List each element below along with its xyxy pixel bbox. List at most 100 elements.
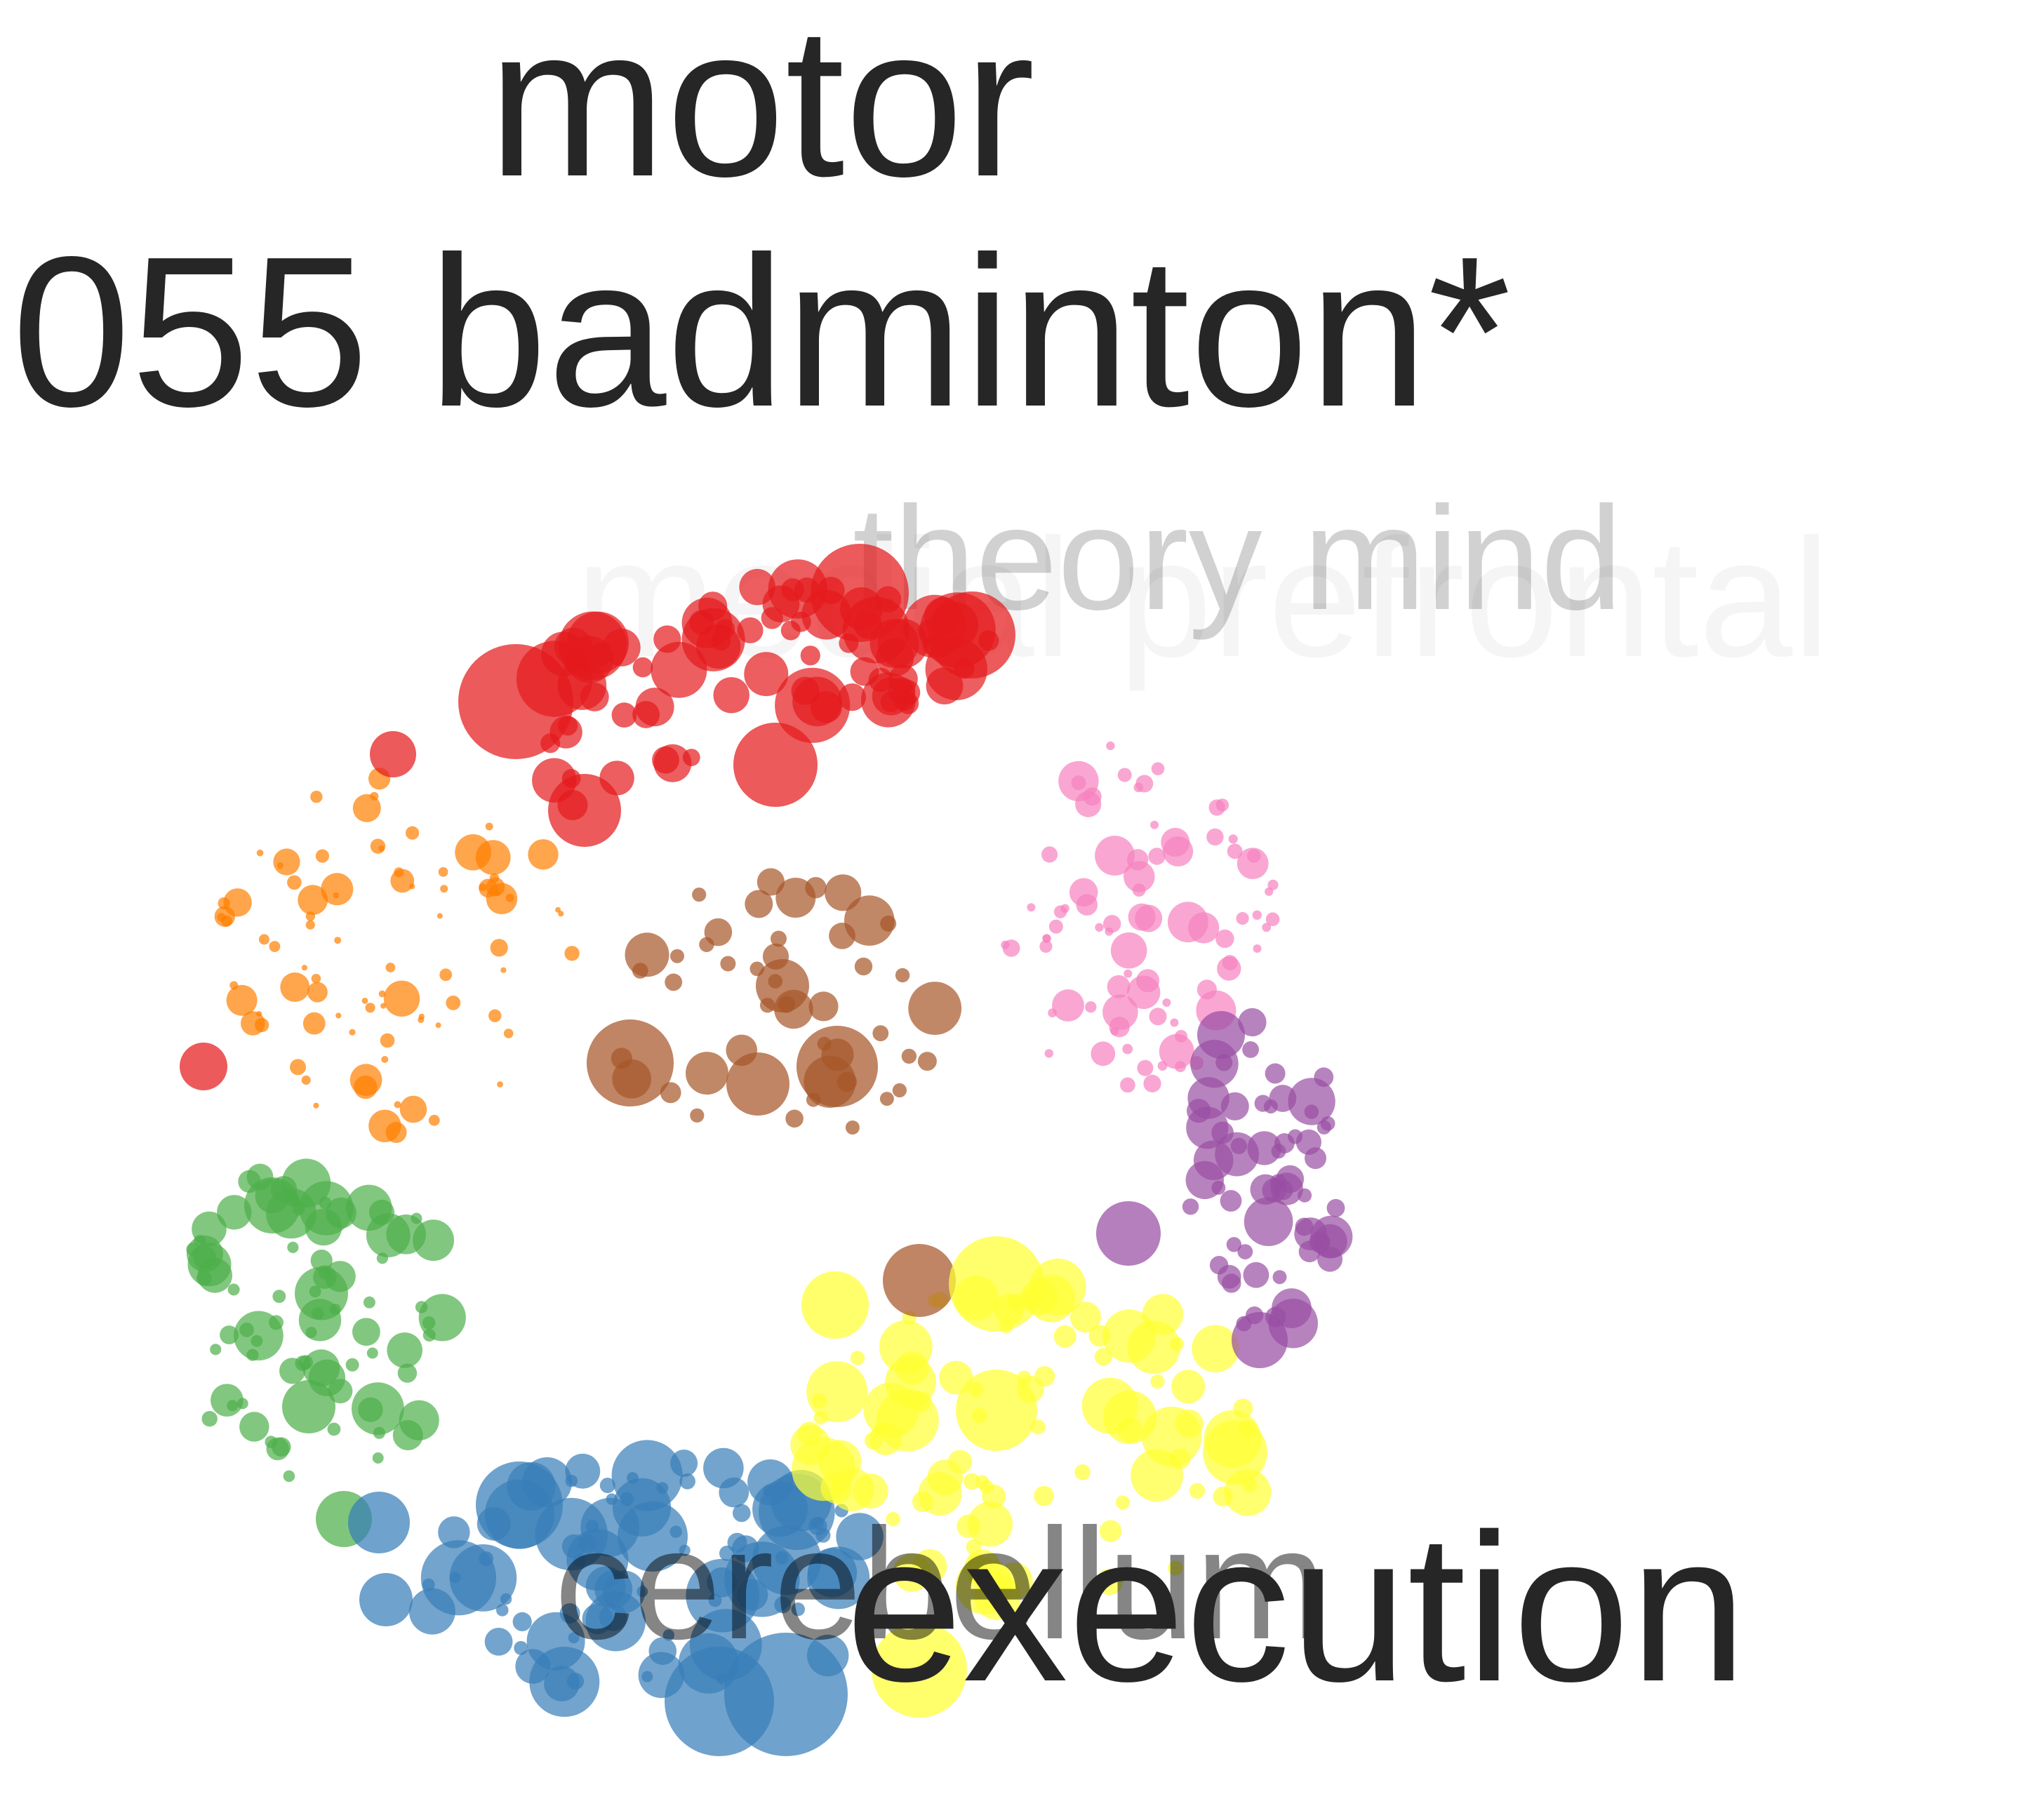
bubble-blue-505 bbox=[724, 1541, 800, 1617]
bubble-orange-139 bbox=[399, 1095, 427, 1123]
title-line-1: motor bbox=[488, 0, 1035, 221]
bubble-orange-153 bbox=[256, 849, 264, 857]
bubble-red-39 bbox=[737, 617, 764, 643]
bubble-orange-144 bbox=[418, 1013, 425, 1020]
bubble-purple-296 bbox=[1244, 1197, 1293, 1246]
bubble-orange-98 bbox=[479, 883, 487, 892]
bubble-yellow-605 bbox=[1168, 1560, 1183, 1576]
bubble-red-25 bbox=[800, 645, 820, 666]
bubble-red-35 bbox=[744, 652, 789, 697]
bubble-pink-199 bbox=[1124, 861, 1155, 892]
bubble-brown-265 bbox=[908, 982, 962, 1035]
bubble-yellow-597 bbox=[1053, 1325, 1077, 1348]
bubble-pink-210 bbox=[1253, 944, 1262, 953]
bubble-orange-154 bbox=[428, 1114, 440, 1126]
bubble-orange-138 bbox=[438, 866, 448, 877]
bubble-yellow-521 bbox=[1115, 1495, 1130, 1510]
bubble-blue-488 bbox=[733, 1504, 751, 1523]
bubble-pink-215 bbox=[1208, 799, 1225, 816]
bubble-blue-627 bbox=[476, 1461, 563, 1548]
bubble-green-419 bbox=[217, 1195, 252, 1230]
bubble-purple-330 bbox=[1326, 1198, 1345, 1217]
bubble-yellow-583 bbox=[1170, 1337, 1185, 1351]
bubble-brown-289 bbox=[785, 1109, 804, 1128]
bubble-yellow-636 bbox=[1103, 1391, 1157, 1444]
bubble-yellow-633 bbox=[801, 1271, 869, 1339]
bubble-yellow-604 bbox=[956, 1514, 981, 1539]
bubble-green-398 bbox=[345, 1358, 359, 1372]
bubble-pink-203 bbox=[1137, 1059, 1154, 1076]
bubble-brown-281 bbox=[699, 937, 714, 953]
bubble-blue-629 bbox=[348, 1492, 410, 1553]
bubble-yellow-584 bbox=[874, 1422, 888, 1437]
bubble-pink-223 bbox=[1122, 1043, 1133, 1055]
bubble-cluster-layer bbox=[180, 544, 1353, 1756]
bubble-blue-510 bbox=[599, 1478, 615, 1494]
bubble-brown-271 bbox=[901, 1048, 917, 1064]
bubble-brown-614 bbox=[587, 1019, 674, 1106]
bubble-orange-143 bbox=[305, 911, 316, 921]
bubble-purple-334 bbox=[1317, 1120, 1331, 1135]
bubble-orange-155 bbox=[313, 1102, 319, 1109]
bubble-yellow-563 bbox=[1069, 1302, 1101, 1333]
bubble-purple-341 bbox=[1262, 1178, 1286, 1203]
bubble-pink-195 bbox=[1197, 979, 1217, 1000]
bubble-green-418 bbox=[352, 1382, 404, 1436]
bubble-yellow-587 bbox=[974, 1573, 1021, 1621]
bubble-orange-94 bbox=[439, 968, 453, 982]
bubble-pink-209 bbox=[1135, 904, 1163, 932]
bubble-green-427 bbox=[387, 1332, 422, 1368]
bubble-orange-137 bbox=[226, 984, 258, 1016]
bubble-purple-619 bbox=[1096, 1201, 1161, 1266]
bubble-blue-512 bbox=[719, 1545, 735, 1561]
bubble-yellow-582 bbox=[1169, 1448, 1191, 1469]
bubble-pink-227 bbox=[1236, 911, 1249, 925]
bubble-brown-252 bbox=[854, 957, 873, 976]
bubble-pink-187 bbox=[1120, 1077, 1135, 1093]
bubble-green-397 bbox=[194, 1235, 206, 1247]
bubble-red-21 bbox=[791, 611, 811, 632]
bubble-pink-235 bbox=[1044, 1049, 1054, 1058]
bubble-brown-278 bbox=[879, 1092, 894, 1106]
bubble-pink-242 bbox=[1135, 775, 1154, 793]
label-execution: execution bbox=[846, 1490, 1747, 1725]
bubble-orange-151 bbox=[394, 867, 404, 878]
bubble-orange-93 bbox=[307, 982, 328, 1003]
bubble-green-431 bbox=[234, 1311, 284, 1361]
bubble-pink-224 bbox=[1071, 775, 1086, 791]
bubble-green-389 bbox=[287, 1241, 299, 1253]
bubble-green-429 bbox=[324, 1261, 356, 1292]
bubble-brown-262 bbox=[690, 1108, 705, 1123]
bubble-blue-472 bbox=[561, 1534, 587, 1558]
bubble-red-62 bbox=[711, 631, 731, 651]
bubble-orange-147 bbox=[254, 1017, 269, 1033]
bubble-orange-103 bbox=[321, 873, 354, 906]
bubble-purple-342 bbox=[1220, 1190, 1242, 1212]
bubble-pink-221 bbox=[1228, 834, 1238, 844]
bubble-orange-158 bbox=[287, 875, 302, 890]
bubble-blue-475 bbox=[807, 1548, 858, 1598]
bubble-pink-239 bbox=[1039, 939, 1053, 953]
bubble-pink-233 bbox=[1206, 828, 1224, 846]
bubble-pink-175 bbox=[1151, 762, 1165, 775]
bubble-yellow-586 bbox=[830, 1468, 874, 1511]
bubble-blue-474 bbox=[747, 1459, 794, 1506]
bubble-blue-490 bbox=[811, 1518, 825, 1530]
bubble-blue-516 bbox=[599, 1603, 627, 1631]
bubble-pink-232 bbox=[1149, 1008, 1167, 1026]
bubble-brown-616 bbox=[726, 1052, 789, 1116]
bubble-pink-178 bbox=[1041, 846, 1058, 863]
bubble-brown-261 bbox=[686, 1052, 728, 1095]
bubble-green-385 bbox=[422, 1328, 436, 1342]
bubble-orange-159 bbox=[218, 897, 230, 910]
bubble-purple-311 bbox=[1265, 1063, 1286, 1084]
bubble-orange-91 bbox=[381, 1056, 389, 1063]
bubble-green-404 bbox=[302, 1349, 340, 1387]
bubble-brown-255 bbox=[808, 991, 839, 1022]
bubble-purple-346 bbox=[1263, 1099, 1278, 1113]
bubble-orange-82 bbox=[301, 965, 307, 971]
bubble-orange-109 bbox=[305, 920, 315, 930]
bubble-orange-135 bbox=[335, 1012, 342, 1019]
bubble-brown-290 bbox=[692, 888, 707, 902]
bubble-blue-630 bbox=[359, 1573, 413, 1626]
